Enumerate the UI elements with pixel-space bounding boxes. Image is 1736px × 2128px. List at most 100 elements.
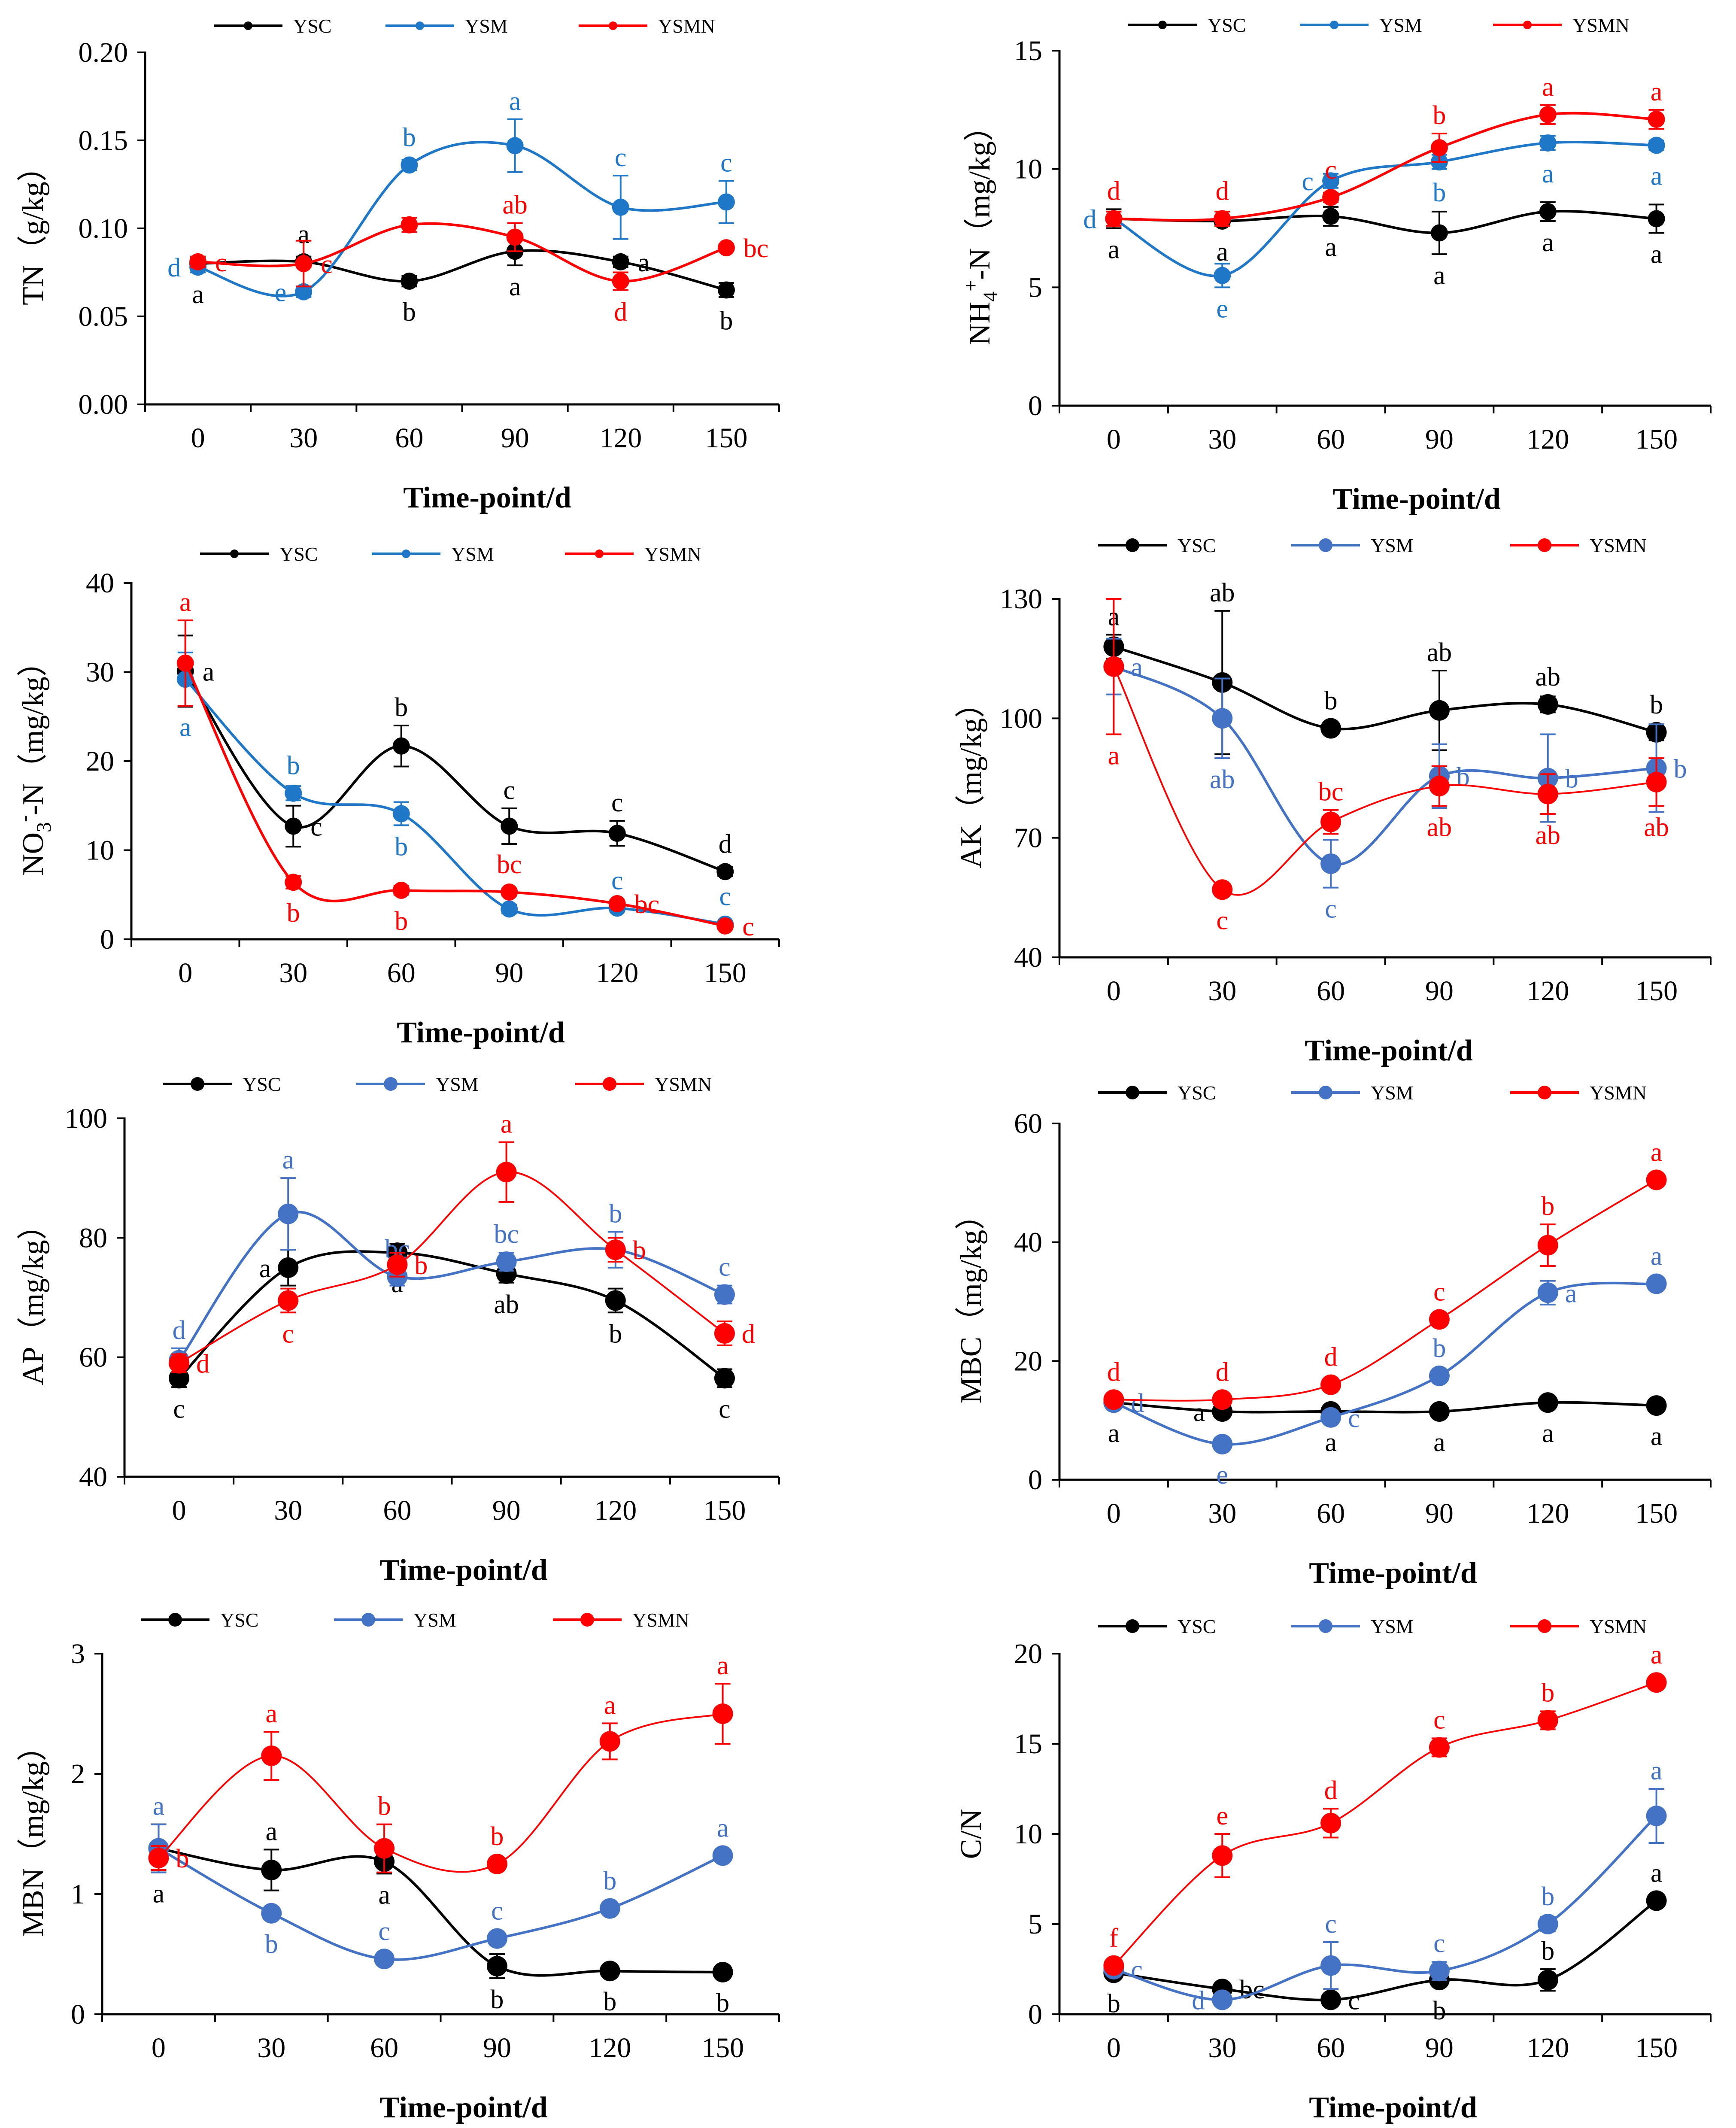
chart-mbc: 0 20 40 60 0 30 60 90 120 150 Time-point/d MBC（mg/k… <box>955 1082 1712 1590</box>
significance-letter: b <box>176 1844 189 1873</box>
legend-label-ysm: YSM <box>413 1609 456 1631</box>
x-tick-label: 30 <box>1208 424 1236 455</box>
legend-marker-ysmn <box>1538 538 1551 552</box>
legend-marker-ysc <box>1126 1086 1139 1099</box>
significance-letter: b <box>1107 1989 1120 2018</box>
data-point <box>714 1368 735 1389</box>
significance-letter: a <box>1131 653 1143 682</box>
data-point <box>176 654 194 672</box>
significance-letter: c <box>282 1319 294 1348</box>
significance-letter: d <box>1107 176 1120 206</box>
data-point <box>599 1731 620 1752</box>
series-line <box>184 662 725 927</box>
x-tick-label: 30 <box>257 2032 285 2064</box>
significance-letter: b <box>1541 1678 1554 1707</box>
significance-letter: b <box>414 1251 428 1280</box>
series-line <box>1114 209 1657 234</box>
significance-letter: b <box>395 693 408 722</box>
legend-label-ysm: YSM <box>1379 14 1422 36</box>
y-label-sup: + <box>959 280 982 291</box>
significance-letter: c <box>719 1253 731 1282</box>
data-point <box>1646 771 1667 792</box>
significance-letter: d <box>1324 1776 1338 1805</box>
data-point <box>501 817 518 835</box>
significance-letter: b <box>1541 1882 1554 1911</box>
series-line <box>1113 1682 1657 1967</box>
y-tick-label: 15 <box>1014 35 1042 67</box>
data-point <box>1537 1235 1558 1256</box>
x-axis-label: Time-point/d <box>379 2091 548 2124</box>
legend-label-ysc: YSC <box>1178 1615 1216 1637</box>
data-point <box>612 253 629 270</box>
y-tick-label: 30 <box>86 657 114 688</box>
series-ysc: a a a a a a <box>1103 1392 1667 1457</box>
data-point <box>1320 811 1341 832</box>
data-point <box>1214 267 1231 284</box>
series-line <box>198 222 727 283</box>
x-tick-label: 120 <box>594 1495 637 1526</box>
x-tick-label: 150 <box>701 2032 744 2064</box>
significance-letter: a <box>1651 1640 1663 1670</box>
y-tick-label: 80 <box>79 1222 107 1254</box>
y-tick-label: 3 <box>71 1638 85 1670</box>
legend-marker-ysmn <box>595 549 604 558</box>
significance-letter: d <box>1216 176 1229 206</box>
significance-letter: bc <box>494 1220 519 1249</box>
y-tick-label: 10 <box>1014 1818 1042 1850</box>
x-tick-label: 90 <box>1425 975 1454 1007</box>
data-point <box>1430 224 1448 242</box>
data-point <box>1430 139 1448 157</box>
data-point <box>1103 1955 1124 1976</box>
x-tick-label: 150 <box>1635 1498 1678 1529</box>
legend-label-ysmn: YSMN <box>632 1609 689 1631</box>
data-point <box>261 1860 282 1880</box>
data-point <box>506 228 524 246</box>
series-line <box>178 1211 725 1361</box>
legend-label-ysm: YSM <box>1371 1082 1414 1104</box>
data-point <box>612 273 629 290</box>
x-tick-label: 0 <box>152 2032 166 2064</box>
data-point <box>1320 853 1341 874</box>
significance-letter: b <box>719 307 733 336</box>
x-tick-label: 150 <box>704 957 747 989</box>
series-line <box>1113 141 1657 277</box>
significance-letter: b <box>609 1319 622 1348</box>
chart-ap: 40 60 80 100 0 30 60 90 120 150 Time-point/d AP（mg/… <box>17 1073 780 1587</box>
legend-label-ysc: YSC <box>1208 14 1246 36</box>
significance-letter: a <box>153 1879 165 1909</box>
y-tick-label: 60 <box>79 1342 107 1373</box>
significance-letter: b <box>609 1199 622 1228</box>
y-axis-label: AK（mg/kg） <box>955 688 988 868</box>
significance-letter: b <box>403 297 416 327</box>
series-line <box>1113 1281 1657 1446</box>
series-line <box>178 1250 725 1379</box>
legend-label-ysc: YSC <box>1178 1082 1216 1104</box>
data-point <box>1105 210 1123 228</box>
data-point <box>612 198 629 216</box>
significance-letter: a <box>1542 159 1554 188</box>
significance-letter: a <box>1325 233 1337 262</box>
data-point <box>392 737 410 755</box>
data-point <box>374 1949 395 1970</box>
x-tick-label: 60 <box>387 957 416 989</box>
series-line <box>158 1847 723 1977</box>
data-point <box>1648 110 1665 128</box>
significance-letter: a <box>717 1651 729 1680</box>
series-line <box>158 1847 723 1961</box>
legend-marker-ysm <box>1330 21 1338 29</box>
y-tick-label: 40 <box>86 568 114 599</box>
y-label-tail: -N（mg/kg） <box>963 111 996 280</box>
data-point <box>1648 137 1665 154</box>
data-point <box>1537 694 1558 715</box>
data-point <box>1322 207 1340 225</box>
significance-letter: a <box>192 280 204 309</box>
legend-marker-ysmn <box>580 1613 594 1627</box>
legend-label-ysmn: YSMN <box>1590 534 1647 556</box>
y-label-tail: -N（mg/kg） <box>17 647 50 815</box>
data-point <box>716 863 734 880</box>
data-point <box>1320 1955 1341 1976</box>
